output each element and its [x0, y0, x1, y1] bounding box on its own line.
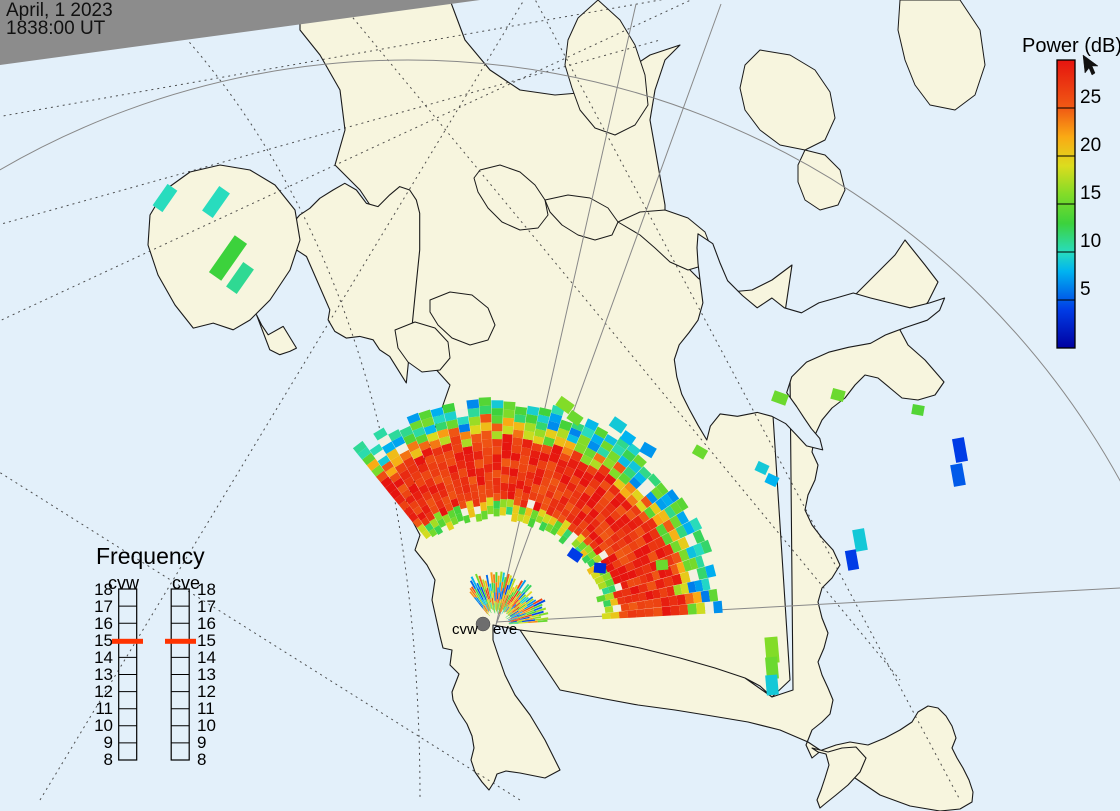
- svg-text:Frequency: Frequency: [96, 543, 205, 569]
- svg-text:25: 25: [1080, 87, 1101, 108]
- svg-text:cvw: cvw: [452, 621, 478, 638]
- svg-text:5: 5: [1080, 279, 1091, 300]
- svg-text:8: 8: [104, 750, 113, 769]
- svg-text:cve: cve: [172, 573, 200, 593]
- svg-text:Power (dB): Power (dB): [1022, 35, 1120, 57]
- svg-text:1838:00 UT: 1838:00 UT: [6, 18, 106, 39]
- svg-text:eve: eve: [493, 621, 517, 638]
- svg-text:10: 10: [1080, 231, 1101, 252]
- svg-text:8: 8: [197, 750, 206, 769]
- svg-text:15: 15: [1080, 183, 1101, 204]
- svg-text:20: 20: [1080, 135, 1101, 156]
